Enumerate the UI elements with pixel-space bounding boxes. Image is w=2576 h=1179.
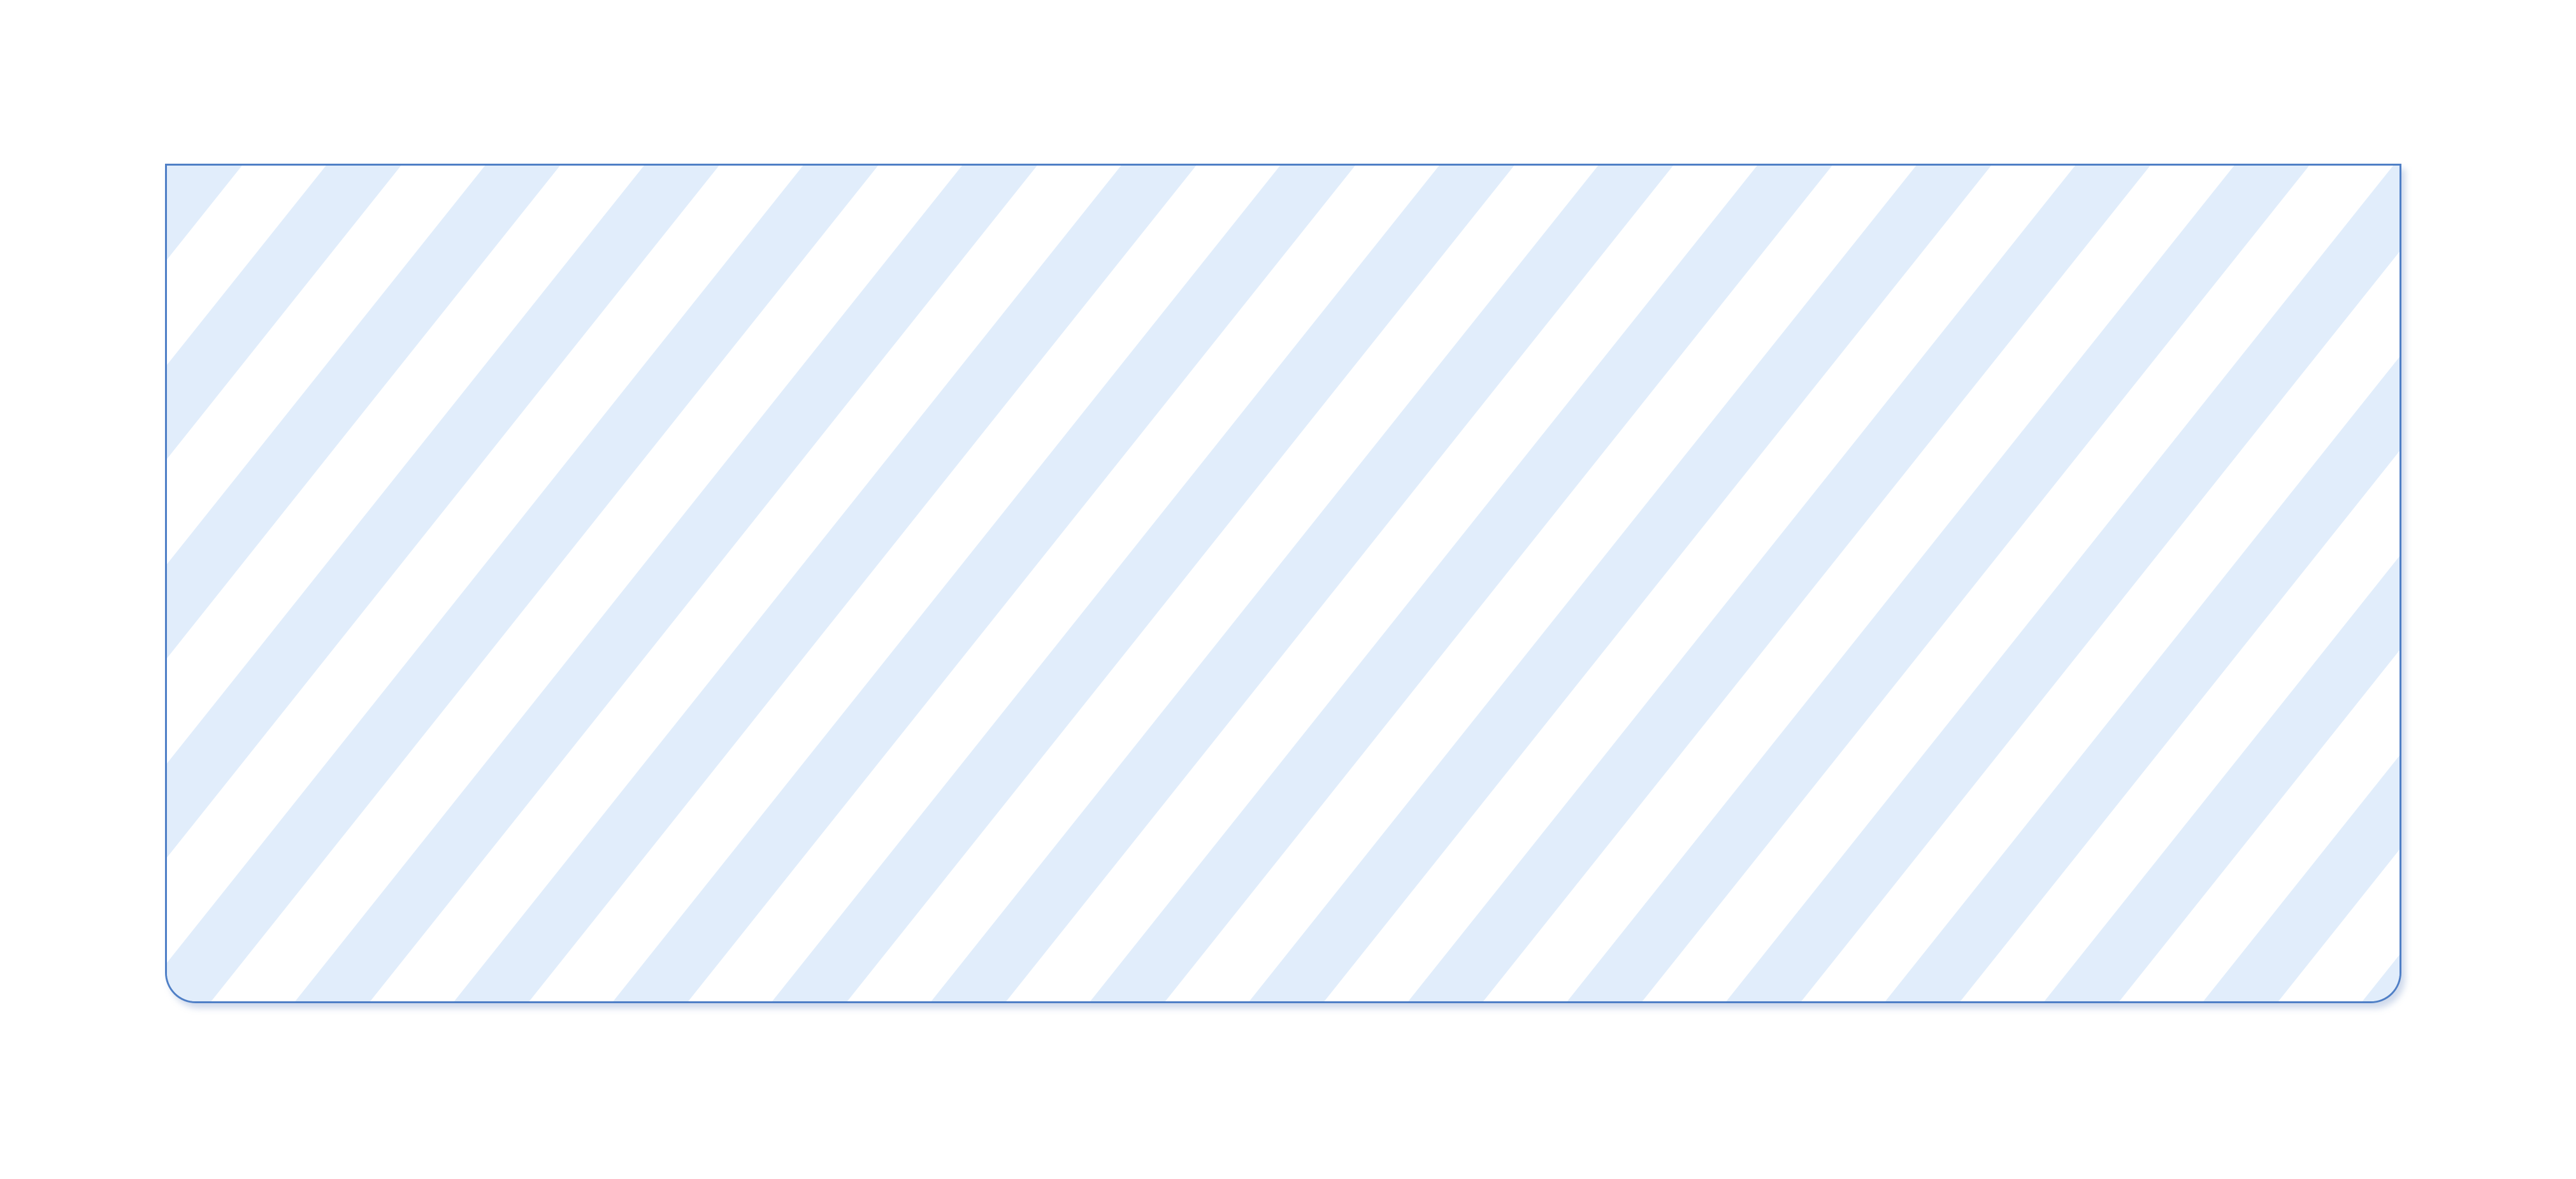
- stripes-fill: [167, 166, 2400, 1001]
- diagonal-stripes-pattern: [167, 166, 2400, 1001]
- striped-placeholder-panel: [165, 164, 2401, 1003]
